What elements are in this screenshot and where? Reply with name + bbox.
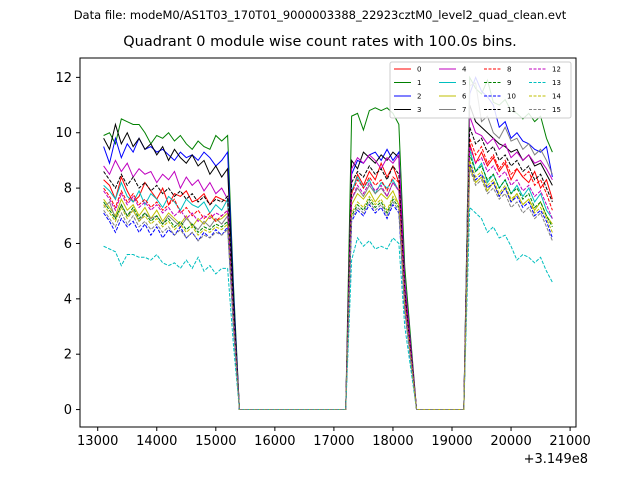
y-tick-label: 10 xyxy=(55,126,72,141)
legend-label-2: 2 xyxy=(417,93,421,101)
series-line-9 xyxy=(103,154,553,411)
axis-ticks: 13000 14000 15000 16000 17000 18000 19000 20000… xyxy=(55,71,590,449)
data-file-label: Data file: modeM0/AS1T03_170T01_90000033… xyxy=(73,8,567,22)
x-offset-label: +3.149e8 xyxy=(523,452,588,467)
legend-label-3: 3 xyxy=(417,106,421,114)
legend-label-6: 6 xyxy=(462,93,467,101)
series-line-4 xyxy=(103,115,553,411)
legend-label-10: 10 xyxy=(507,93,516,101)
series-line-12 xyxy=(103,146,553,411)
legend-label-0: 0 xyxy=(417,66,421,74)
y-tick-label: 2 xyxy=(64,348,72,363)
legend-label-9: 9 xyxy=(507,79,511,87)
legend-label-15: 15 xyxy=(552,106,561,114)
x-tick-label: 21000 xyxy=(549,434,590,449)
legend-label-4: 4 xyxy=(462,66,467,74)
legend-label-13: 13 xyxy=(552,79,561,87)
series-line-10 xyxy=(103,163,553,411)
series-line-14 xyxy=(103,160,553,411)
series-line-1 xyxy=(103,75,553,411)
series-layer xyxy=(103,75,553,411)
x-tick-label: 19000 xyxy=(431,434,472,449)
legend-label-12: 12 xyxy=(552,66,561,74)
y-tick-label: 12 xyxy=(55,71,72,86)
legend-frame xyxy=(389,61,572,119)
y-tick-label: 8 xyxy=(64,182,72,197)
plot-frame xyxy=(79,57,577,428)
y-tick-label: 0 xyxy=(64,403,72,418)
chart-title: Quadrant 0 module wise count rates with … xyxy=(123,34,517,50)
series-line-15 xyxy=(103,168,553,411)
x-tick-label: 20000 xyxy=(490,434,531,449)
series-line-11 xyxy=(103,127,553,411)
legend-label-5: 5 xyxy=(462,79,466,87)
y-tick-label: 4 xyxy=(64,292,72,307)
series-line-0 xyxy=(103,143,553,411)
legend-label-14: 14 xyxy=(552,93,561,101)
series-line-8 xyxy=(103,138,553,411)
series-line-3 xyxy=(103,104,553,411)
x-tick-label: 17000 xyxy=(313,434,354,449)
series-line-5 xyxy=(103,149,553,411)
legend-label-7: 7 xyxy=(462,106,466,114)
x-tick-label: 16000 xyxy=(254,434,295,449)
series-line-13 xyxy=(103,206,553,411)
series-line-6 xyxy=(103,165,553,411)
legend-label-8: 8 xyxy=(507,66,511,74)
x-tick-label: 15000 xyxy=(195,434,236,449)
legend-label-1: 1 xyxy=(417,79,421,87)
series-line-7 xyxy=(103,82,553,411)
legend-label-11: 11 xyxy=(507,106,516,114)
x-tick-label: 18000 xyxy=(372,434,413,449)
series-line-2 xyxy=(103,76,553,411)
x-tick-label: 14000 xyxy=(136,434,177,449)
x-tick-label: 13000 xyxy=(77,434,118,449)
y-tick-label: 6 xyxy=(64,237,72,252)
